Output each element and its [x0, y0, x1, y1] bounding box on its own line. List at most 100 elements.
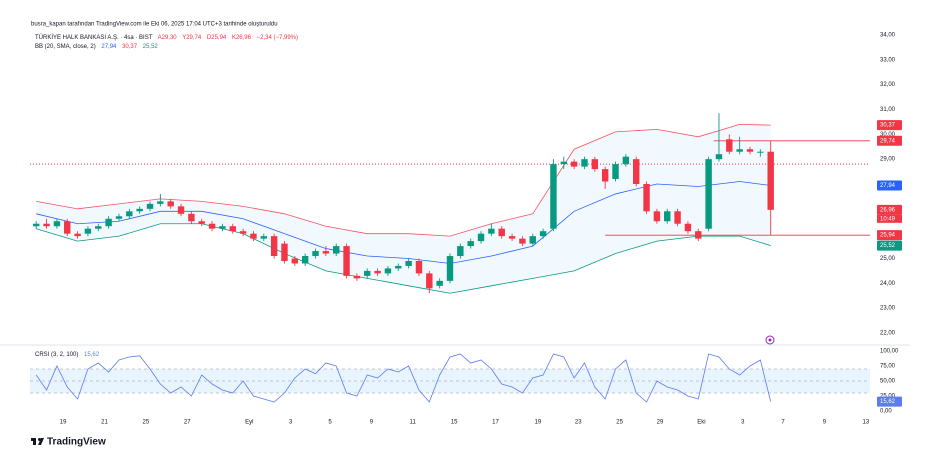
candle-body: [570, 161, 578, 167]
candle-body: [239, 231, 247, 234]
price-badge-label: 25,94: [880, 233, 896, 239]
candle-body: [374, 270, 381, 274]
candle-body: [684, 223, 692, 232]
candle-body: [529, 236, 536, 244]
bb-name: BB (20, SMA, close, 2): [35, 44, 96, 50]
crsi-badge: [877, 396, 902, 407]
x-tick-label: 23: [575, 420, 582, 426]
y-tick-label: 75,00: [880, 364, 896, 370]
x-tick-label: 25: [143, 420, 150, 426]
candle-body: [653, 211, 661, 222]
candle-body: [198, 221, 205, 224]
candle-body: [188, 213, 195, 222]
x-tick-label: 3: [289, 420, 293, 426]
candle-body: [674, 211, 681, 224]
candle-body: [53, 221, 61, 227]
candle-body: [519, 238, 526, 244]
bb-lower: 25,52: [143, 44, 159, 50]
y-tick-label: 23,00: [880, 306, 896, 312]
candle-body: [84, 228, 92, 234]
candle-body: [43, 223, 50, 227]
candle-body: [560, 161, 567, 165]
candle-body: [115, 216, 123, 219]
price-badge: [877, 204, 902, 215]
candle-body: [746, 149, 754, 152]
x-tick-label: 3: [741, 420, 745, 426]
candle-body: [539, 231, 547, 237]
crsi-legend: CRSI (3, 2, 100) 15,62: [35, 352, 100, 358]
y-tick-label: 24,00: [880, 281, 896, 287]
y-tick-label: 50,00: [880, 379, 896, 385]
crsi-line: [35, 353, 772, 403]
x-tick-label: 9: [370, 420, 374, 426]
y-tick-label: 31,00: [880, 107, 896, 113]
logo-mark: [38, 438, 44, 445]
price-badge-label: 27,94: [880, 183, 896, 189]
crsi-badge-label: 15,62: [880, 399, 896, 405]
candle-body: [467, 241, 474, 247]
candle-body: [270, 236, 278, 257]
candle-body: [260, 236, 267, 239]
candle-body: [757, 151, 764, 153]
price-badge-label: 26,96: [880, 207, 896, 213]
candle-body: [477, 233, 485, 242]
candle-body: [633, 159, 640, 184]
y-tick-label: 25,00: [880, 394, 896, 400]
price-badge: [877, 240, 902, 251]
logo-mark: [33, 438, 36, 445]
candle-body: [612, 164, 619, 180]
candle-body: [353, 275, 361, 279]
high-label: Y29,74: [182, 35, 202, 41]
candle-body: [446, 256, 454, 281]
candle-body: [167, 201, 174, 207]
candle-body: [508, 236, 516, 239]
x-tick-label: 7: [781, 420, 785, 426]
price-badge-label: 29,74: [880, 138, 896, 144]
y-tick-label: 33,00: [880, 57, 896, 63]
candle-body: [291, 258, 299, 264]
x-tick-label: 25: [616, 420, 623, 426]
candle-body: [250, 233, 257, 239]
y-tick-label: 30,00: [880, 132, 896, 138]
candle-body: [364, 270, 371, 276]
price-badge: [877, 180, 902, 191]
x-tick-label: 11: [410, 420, 417, 426]
price-badge-label: 30,37: [880, 123, 896, 129]
candle-body: [622, 156, 630, 165]
candle-body: [581, 159, 588, 167]
symbol-legend: TÜRKİYE HALK BANKASI A.Ş. · 4sa · BIST A…: [35, 34, 298, 41]
x-tick-label: 5: [328, 420, 332, 426]
candle-body: [208, 223, 216, 229]
x-tick-label: 17: [492, 420, 499, 426]
x-tick-label: 13: [863, 420, 870, 426]
countdown: 10:49: [880, 216, 896, 222]
y-tick-label: 100,00: [880, 349, 899, 355]
crsi-value: 15,62: [84, 352, 100, 358]
candle-body: [343, 246, 350, 276]
close-label: K26,96: [232, 35, 252, 41]
x-tick-label: 29: [657, 420, 664, 426]
low-label: D25,94: [207, 35, 227, 41]
countdown-badge: [877, 214, 902, 223]
price-badge: [877, 135, 902, 146]
event-icon[interactable]: [765, 335, 775, 345]
x-tick-label: 21: [101, 420, 108, 426]
candle-body: [426, 273, 433, 289]
price-badge-label: 25,52: [880, 243, 896, 249]
y-tick-label: 0,00: [880, 409, 892, 415]
candle-body: [736, 149, 743, 152]
price-badge: [877, 230, 902, 241]
candle-body: [695, 231, 702, 239]
candle-body: [415, 260, 423, 274]
candle-body: [488, 228, 495, 234]
y-tick-label: 25,00: [880, 256, 896, 262]
candle-body: [136, 208, 143, 212]
candle-body: [157, 201, 164, 204]
credit: busra_kapan tarafından TradingView.com i…: [31, 22, 278, 28]
candle-body: [767, 151, 774, 210]
x-tick-label: 9: [823, 420, 827, 426]
candle-body: [395, 265, 402, 269]
candle-body: [715, 154, 723, 160]
candle-body: [229, 226, 236, 232]
